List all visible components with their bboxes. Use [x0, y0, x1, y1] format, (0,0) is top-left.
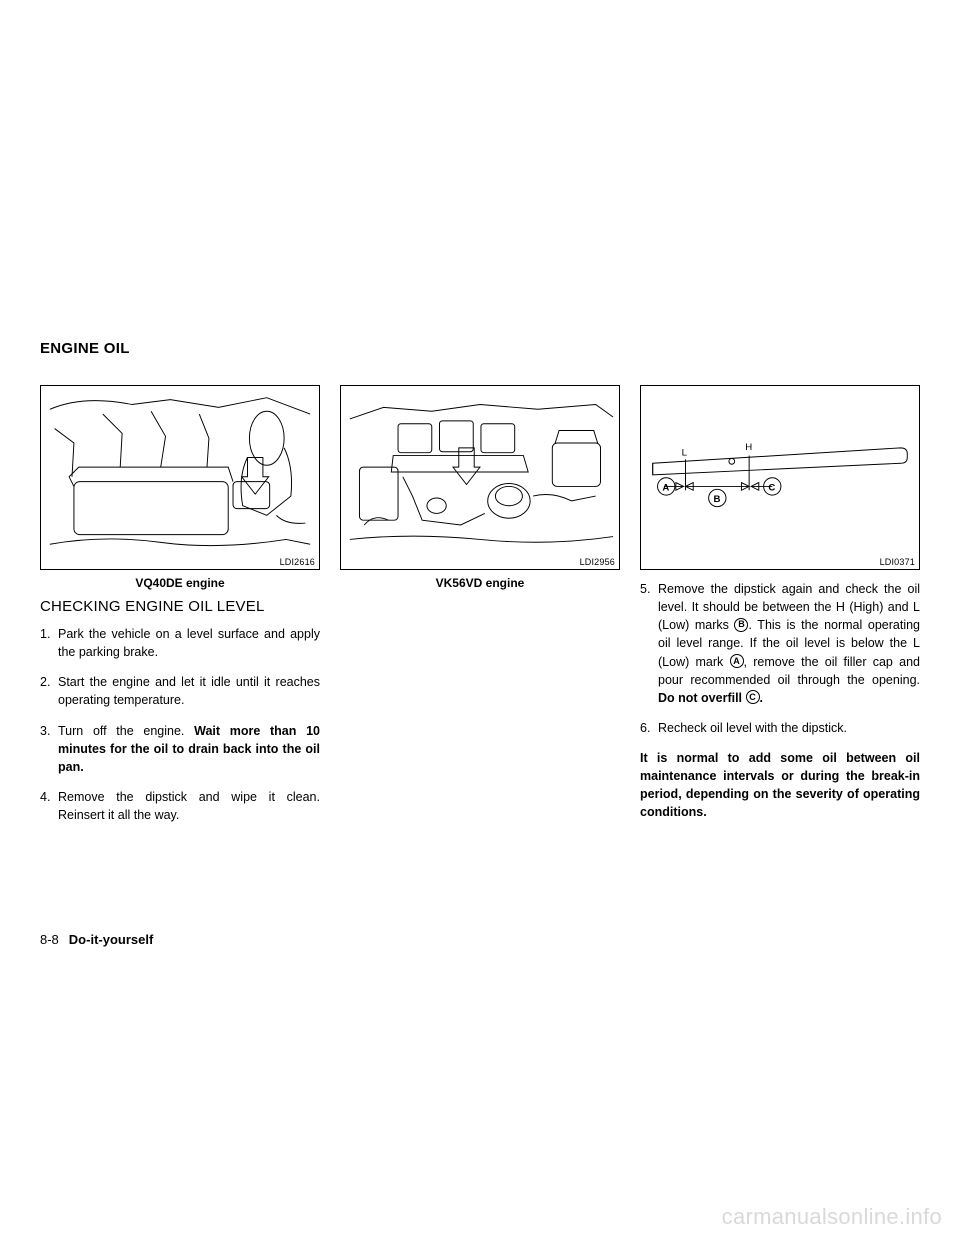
- step-bold: Do not overfill: [658, 691, 746, 705]
- footer-section: Do-it-yourself: [69, 932, 154, 947]
- step-num: 5.: [640, 580, 658, 707]
- step-6: 6. Recheck oil level with the dipstick.: [640, 719, 920, 737]
- step-5: 5. Remove the dipstick again and check t…: [640, 580, 920, 707]
- step-text: Recheck oil level with the dipstick.: [658, 719, 920, 737]
- steps-list-1: 1. Park the vehicle on a level surface a…: [40, 625, 320, 824]
- dipstick-sketch: L H A: [645, 390, 915, 564]
- step-num: 4.: [40, 788, 58, 824]
- figure-dipstick: L H A: [640, 385, 920, 570]
- step-text: Start the engine and let it idle until i…: [58, 673, 320, 709]
- step-text: Remove the dipstick and wipe it clean. R…: [58, 788, 320, 824]
- figure-vk56vd: LDI2956: [340, 385, 620, 570]
- step-pre: Turn off the engine.: [58, 724, 194, 738]
- figure-vq40de: LDI2616: [40, 385, 320, 570]
- figure-caption-2: VK56VD engine: [340, 576, 620, 590]
- dipstick-H: H: [745, 442, 752, 453]
- column-3: L H A: [640, 385, 920, 836]
- mark-A: A: [730, 654, 744, 668]
- figure-code: LDI2616: [280, 557, 315, 567]
- step-num: 6.: [640, 719, 658, 737]
- mark-C: C: [746, 690, 760, 704]
- watermark: carmanualsonline.info: [722, 1204, 942, 1230]
- step-num: 3.: [40, 722, 58, 776]
- engine-sketch-1: [45, 390, 315, 564]
- step-num: 1.: [40, 625, 58, 661]
- step-text: Park the vehicle on a level surface and …: [58, 625, 320, 661]
- step-bold: .: [760, 691, 763, 705]
- column-2: LDI2956 VK56VD engine: [340, 385, 620, 836]
- figure-code: LDI2956: [580, 557, 615, 567]
- page-footer: 8-8 Do-it-yourself: [40, 932, 153, 947]
- column-1: LDI2616 VQ40DE engine CHECKING ENGINE OI…: [40, 385, 320, 836]
- step-4: 4. Remove the dipstick and wipe it clean…: [40, 788, 320, 824]
- page-number: 8-8: [40, 932, 59, 947]
- dipstick-L: L: [682, 448, 688, 459]
- dipstick-A: A: [662, 482, 669, 493]
- subheading-checking: CHECKING ENGINE OIL LEVEL: [40, 598, 320, 615]
- step-num: 2.: [40, 673, 58, 709]
- content-columns: LDI2616 VQ40DE engine CHECKING ENGINE OI…: [40, 385, 920, 836]
- step-1: 1. Park the vehicle on a level surface a…: [40, 625, 320, 661]
- dipstick-C: C: [768, 482, 775, 493]
- engine-sketch-2: [345, 390, 615, 564]
- mark-B: B: [734, 618, 748, 632]
- dipstick-B: B: [713, 494, 720, 505]
- figure-code: LDI0371: [880, 557, 915, 567]
- section-title: ENGINE OIL: [40, 340, 920, 357]
- step-text: Turn off the engine. Wait more than 10 m…: [58, 722, 320, 776]
- step-text: Remove the dipstick again and check the …: [658, 580, 920, 707]
- footnote: It is normal to add some oil between oil…: [640, 749, 920, 822]
- steps-list-3: 5. Remove the dipstick again and check t…: [640, 580, 920, 737]
- step-3: 3. Turn off the engine. Wait more than 1…: [40, 722, 320, 776]
- step-2: 2. Start the engine and let it idle unti…: [40, 673, 320, 709]
- figure-caption-1: VQ40DE engine: [40, 576, 320, 590]
